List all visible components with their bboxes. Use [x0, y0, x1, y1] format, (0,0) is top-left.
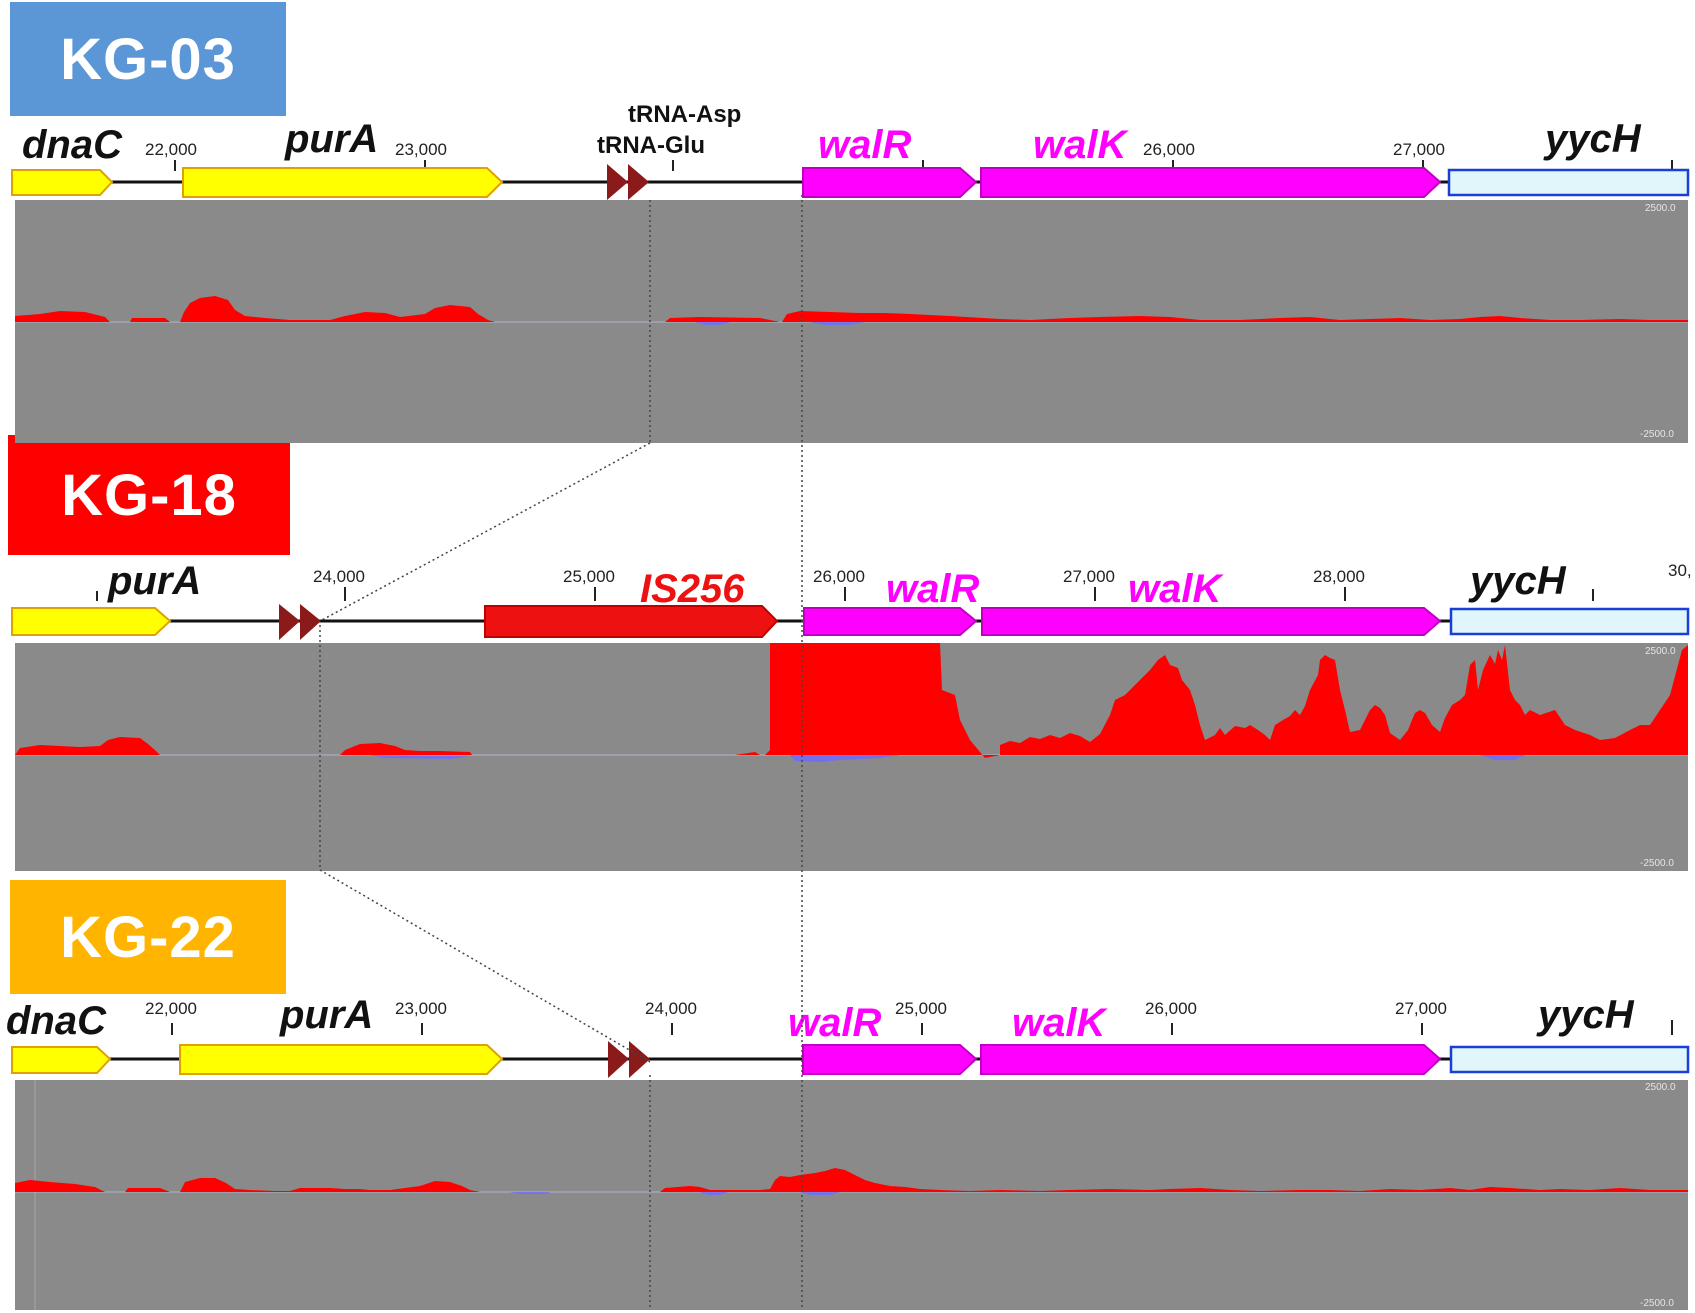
- tick-label: 22,000: [145, 140, 197, 159]
- tick-label: 27,000: [1393, 140, 1445, 159]
- tick-label: 23,000: [395, 999, 447, 1018]
- gene-label-yycH: yycH: [1543, 117, 1642, 161]
- alignment-connectors: [319, 195, 803, 1310]
- gene-arrow-walK: [981, 607, 1442, 636]
- gene-label-purA: purA: [107, 559, 201, 603]
- trna-arrow-glu: [279, 604, 300, 640]
- label-kg18-text: KG-18: [61, 462, 237, 528]
- gene-arrow-walK: [980, 1044, 1442, 1075]
- tick-label: 28,000: [1313, 567, 1365, 586]
- panel-kg18: 24,000 25,000 26,000 27,000 28,000 30, p…: [11, 559, 1692, 871]
- gene-label-purA: purA: [279, 993, 373, 1037]
- connector-trna-kg03-to-kg18: [321, 442, 651, 621]
- connector-trna-kg18-to-kg22: [319, 869, 651, 1063]
- coverage-plus: [15, 1168, 1688, 1192]
- gene-arrow-walR: [802, 167, 978, 198]
- tick-label: 27,000: [1395, 999, 1447, 1018]
- gene-arrow-purA: [179, 1044, 504, 1075]
- label-kg22: KG-22: [10, 880, 286, 994]
- gene-arrow-purA: [11, 607, 172, 636]
- label-kg22-text: KG-22: [60, 904, 236, 970]
- gene-arrow-purA: [182, 167, 504, 198]
- tick-label: 26,000: [1143, 140, 1195, 159]
- gene-label-purA: purA: [284, 117, 378, 161]
- gene-arrow-walR: [802, 1044, 978, 1075]
- trna-arrow-asp: [629, 1041, 650, 1078]
- tick-label: 24,000: [313, 567, 365, 586]
- tick-label: 24,000: [645, 999, 697, 1018]
- trna-label-asp: tRNA-Asp: [628, 101, 741, 128]
- tick-label: 27,000: [1063, 567, 1115, 586]
- gene-label-walR: walR: [818, 123, 911, 167]
- gene-label-dnaC: dnaC: [22, 123, 123, 167]
- gene-arrow-walK: [980, 167, 1442, 198]
- gene-label-walR: walR: [886, 567, 979, 611]
- trna-arrow-glu: [607, 164, 628, 200]
- axis-max-label: 2500.0: [1645, 646, 1676, 657]
- tick-label: 23,000: [395, 140, 447, 159]
- gene-arrow-dnaC: [11, 1046, 112, 1074]
- coverage-track-bg: [15, 1080, 1688, 1310]
- gene-arrow-IS256: [484, 605, 779, 638]
- gene-arrow-yycH: [1449, 607, 1690, 636]
- gene-arrow-yycH: [1447, 168, 1690, 197]
- tick-label: 26,000: [813, 567, 865, 586]
- trna-arrow-asp: [300, 604, 321, 640]
- gene-label-walR: walR: [788, 1001, 881, 1045]
- gene-label-walK: walK: [1128, 567, 1224, 611]
- gene-label-yycH: yycH: [1536, 993, 1635, 1037]
- axis-max-label: 2500.0: [1645, 1082, 1676, 1093]
- axis-min-label: -2500.0: [1640, 1298, 1674, 1309]
- label-kg03: KG-03: [10, 2, 286, 116]
- axis-min-label: -2500.0: [1640, 858, 1674, 869]
- coverage-plus: [15, 643, 1688, 758]
- coverage-plus: [15, 296, 1688, 322]
- gene-arrow-dnaC: [11, 169, 114, 196]
- panel-kg22: 22,000 23,000 24,000 25,000 26,000 27,00…: [6, 993, 1690, 1310]
- gene-label-dnaC: dnaC: [6, 999, 107, 1043]
- label-kg18: KG-18: [8, 435, 290, 555]
- coverage-minus: [510, 1192, 840, 1195]
- axis-min-label: -2500.0: [1640, 429, 1674, 440]
- tick-label: 22,000: [145, 999, 197, 1018]
- gene-label-walK: walK: [1033, 123, 1129, 167]
- gene-label-IS256: IS256: [640, 567, 745, 611]
- gene-label-walK: walK: [1012, 1001, 1108, 1045]
- trna-label-glu: tRNA-Glu: [597, 132, 705, 159]
- panel-kg03: 22,000 23,000 26,000 27,000 dnaC purA tR…: [11, 101, 1690, 443]
- axis-max-label: 2500.0: [1645, 203, 1676, 214]
- tick-label: 25,000: [563, 567, 615, 586]
- trna-arrow-asp: [628, 164, 649, 200]
- tick-label: 25,000: [895, 999, 947, 1018]
- gene-label-yycH: yycH: [1468, 559, 1567, 603]
- gene-arrow-walR: [803, 607, 978, 636]
- trna-arrow-glu: [608, 1041, 629, 1078]
- tick-label: 26,000: [1145, 999, 1197, 1018]
- tick-label: 30,: [1668, 561, 1692, 580]
- label-kg03-text: KG-03: [60, 26, 236, 92]
- coverage-minus: [695, 322, 865, 325]
- gene-arrow-yycH: [1449, 1045, 1690, 1074]
